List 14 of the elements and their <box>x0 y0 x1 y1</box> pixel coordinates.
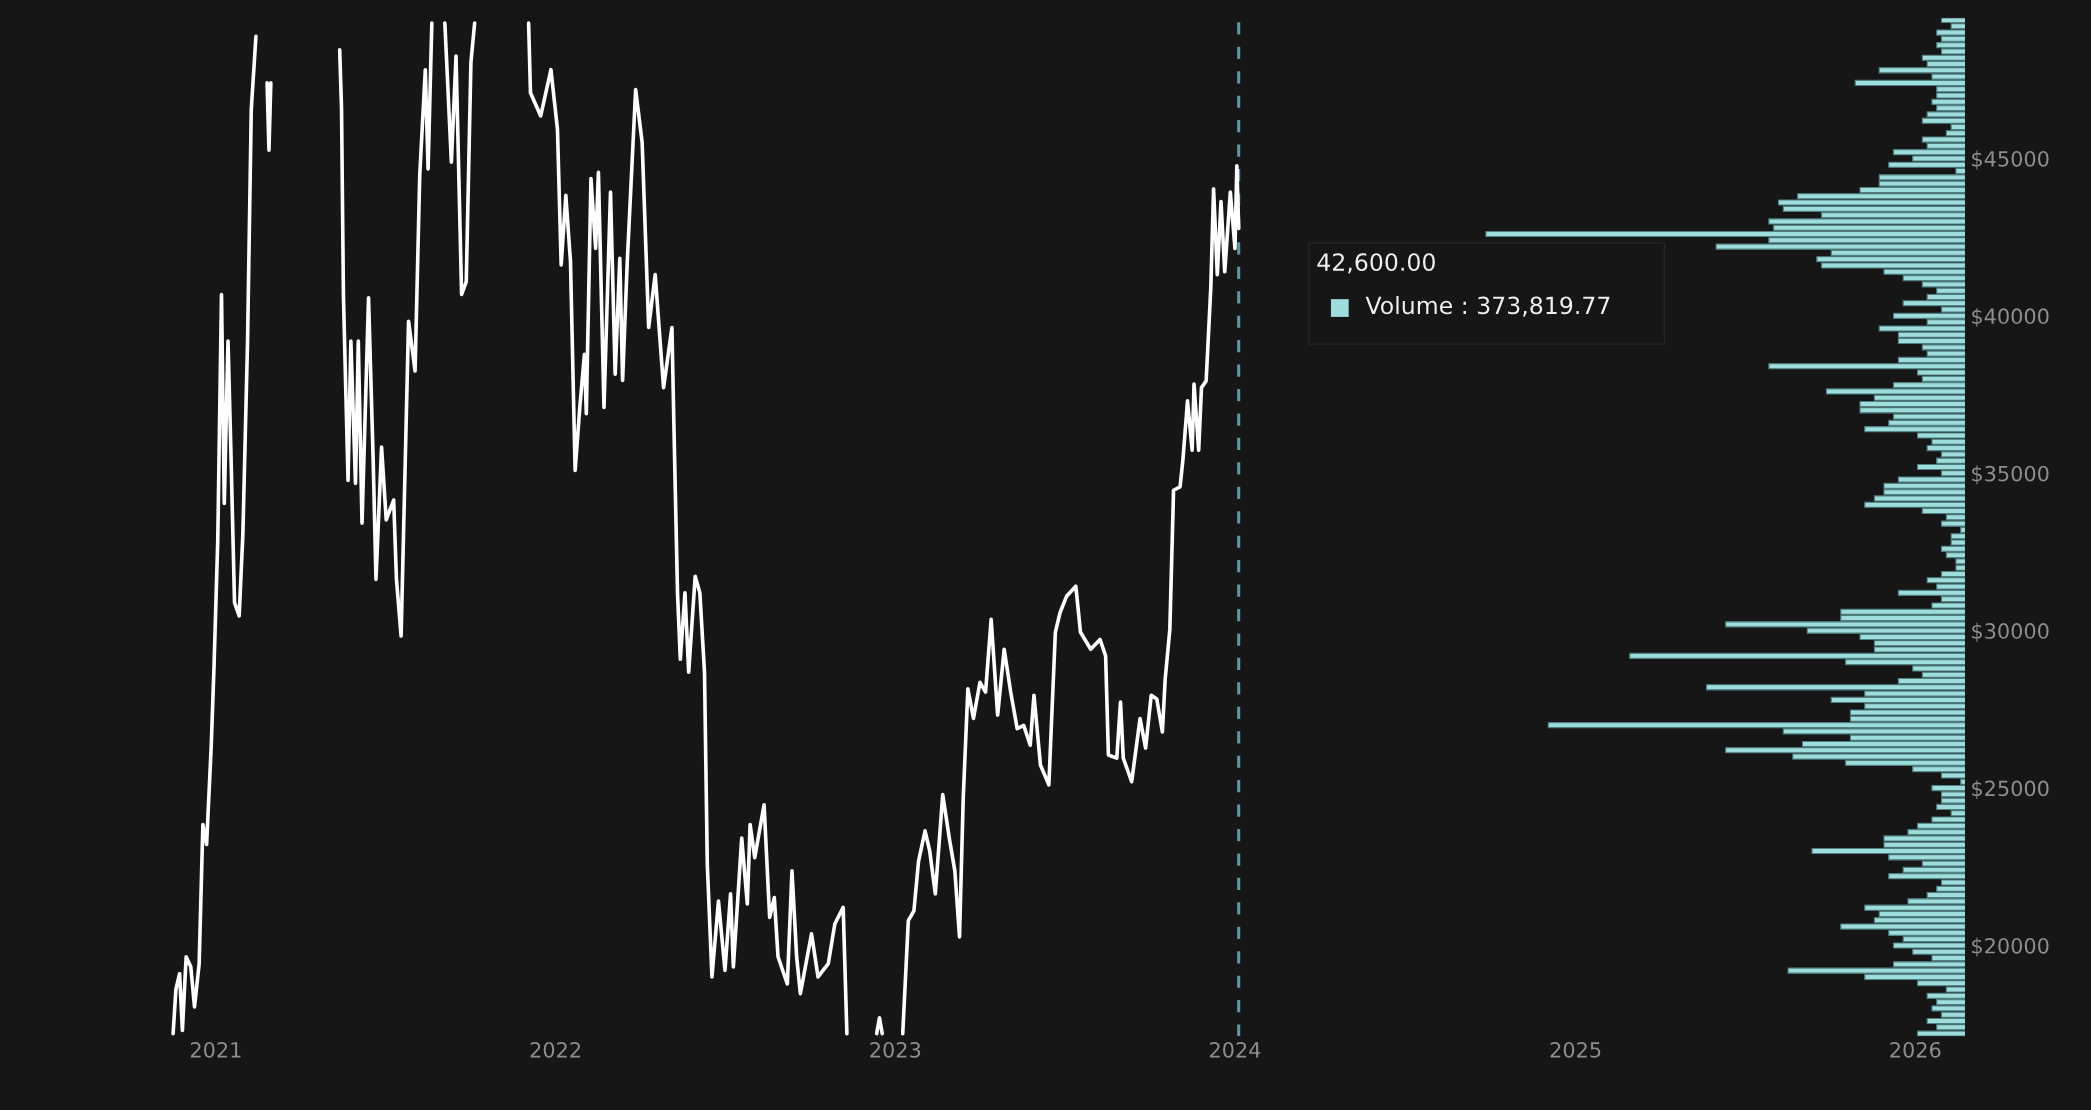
y-tick-label: $40000 <box>1972 307 2049 327</box>
y-tick-label: $45000 <box>1972 150 2049 170</box>
x-tick-label: 2025 <box>1550 1041 1601 1058</box>
y-tick-label: $30000 <box>1972 622 2049 642</box>
y-tick-label: $35000 <box>1972 465 2049 485</box>
x-tick-label: 2023 <box>870 1041 921 1058</box>
annotation: 42,600.00 <box>1317 253 1435 274</box>
annotation: Volume : 373,819.77 <box>1365 296 1610 317</box>
x-tick-label: 2024 <box>1209 1041 1261 1058</box>
x-tick-label: 2022 <box>530 1041 581 1058</box>
y-tick-label: $20000 <box>1972 937 2049 957</box>
x-tick-label: 2021 <box>190 1041 241 1058</box>
x-tick-label: 2026 <box>1890 1041 1941 1058</box>
y-tick-label: $25000 <box>1972 780 2049 800</box>
